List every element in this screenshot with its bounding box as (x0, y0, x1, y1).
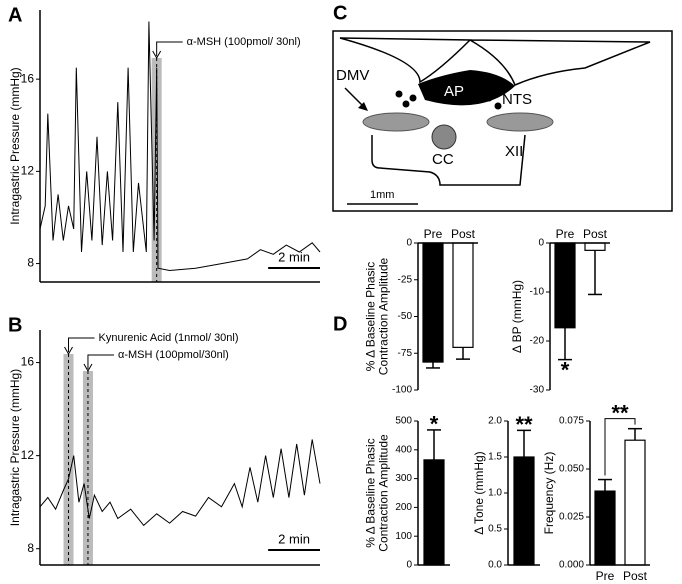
bar (513, 456, 535, 566)
dot (402, 100, 410, 108)
y-tick-label: 0.000 (559, 560, 584, 571)
y-axis-label: Intragastric Pressure (mmHg) (8, 67, 22, 224)
dot (494, 102, 502, 110)
panel-label: B (8, 314, 22, 336)
significance: ** (515, 412, 533, 437)
significance: * (561, 357, 570, 382)
y-tick-label: 1.0 (488, 488, 502, 499)
y-axis-label: Contraction Amplitude (377, 257, 391, 375)
y-tick-label: -75 (398, 348, 413, 359)
label: XII (505, 143, 523, 160)
significance: * (430, 412, 439, 437)
panel-label: C (333, 2, 347, 24)
central-canal (431, 124, 457, 150)
y-axis-label: Δ Tone (mmHg) (472, 451, 486, 534)
y-axis-label: % Δ Baseline Phasic (364, 262, 378, 371)
label: CC (432, 151, 454, 168)
bar (422, 242, 444, 363)
bar (624, 439, 646, 566)
y-tick-label: -10 (530, 287, 545, 298)
arrowhead (83, 363, 93, 373)
y-tick-label: 2.0 (488, 416, 502, 427)
y-tick-label: 0.050 (559, 464, 584, 475)
dot (409, 94, 417, 102)
y-tick-label: -20 (530, 336, 545, 347)
y-tick-label: 0.5 (488, 524, 502, 535)
y-tick-label: 0.075 (559, 416, 584, 427)
y-tick-label: 12 (21, 448, 35, 462)
bar (423, 459, 445, 566)
label: AP (444, 83, 464, 100)
arrow (156, 41, 183, 56)
y-tick-label: 0 (406, 238, 412, 249)
x-tick-label: Pre (556, 227, 575, 241)
y-tick-label: -30 (530, 385, 545, 396)
x-tick-label: Post (451, 227, 476, 241)
y-axis-label: Δ BP (mmHg) (510, 280, 524, 353)
y-tick-label: 200 (395, 502, 412, 513)
significance: ** (611, 400, 629, 425)
y-tick-label: 100 (395, 531, 412, 542)
dmv-nucleus (362, 112, 430, 132)
annotation: α-MSH (100pmol/ 30nl) (187, 36, 301, 48)
bar (554, 242, 576, 329)
y-axis-label: Contraction Amplitude (377, 434, 391, 552)
arrow (68, 337, 95, 352)
y-axis-label: % Δ Baseline Phasic (364, 438, 378, 547)
y-tick-label: -25 (398, 274, 413, 285)
trace (39, 439, 321, 527)
dot (395, 90, 403, 98)
arrowhead (64, 346, 73, 356)
area-postrema (418, 70, 515, 106)
scale-label: 2 min (278, 249, 310, 264)
dot (485, 94, 493, 102)
bar (594, 490, 616, 566)
arrowhead (152, 50, 162, 60)
outline (339, 37, 651, 86)
y-tick-label: 16 (21, 355, 35, 369)
x-tick-label: Post (583, 227, 608, 241)
y-tick-label: 300 (395, 473, 412, 484)
bar (584, 242, 606, 251)
panel-label: D (333, 313, 347, 335)
y-axis-label: Intragastric Pressure (mmHg) (8, 369, 22, 526)
comparison-bracket (604, 418, 636, 476)
y-tick-label: 1.5 (488, 452, 502, 463)
scale-label: 1mm (370, 189, 394, 201)
injection-band (151, 58, 162, 282)
y-tick-label: 0.025 (559, 512, 584, 523)
diagram-frame (332, 30, 673, 212)
y-tick-label: 12 (21, 164, 35, 178)
y-axis-label: Frequency (Hz) (542, 452, 556, 535)
x-tick-label: Pre (424, 227, 443, 241)
trace (39, 21, 321, 272)
scale-label: 2 min (278, 531, 310, 546)
arrowhead (358, 102, 368, 111)
outline (371, 134, 526, 186)
y-tick-label: 0 (406, 560, 412, 571)
injection-band (63, 354, 74, 565)
y-tick-label: 0 (538, 238, 544, 249)
arrow (87, 354, 114, 369)
label: NTS (502, 91, 532, 108)
x-tick-label: Pre (596, 569, 615, 583)
y-tick-label: 500 (395, 416, 412, 427)
x-tick-label: Post (623, 569, 648, 583)
y-tick-label: 16 (21, 71, 35, 85)
y-tick-label: 8 (27, 541, 34, 555)
y-tick-label: 0.0 (488, 560, 502, 571)
y-tick-label: -100 (392, 385, 412, 396)
dmv-nucleus (486, 112, 554, 132)
panel-c: C DMV AP NTS CC XII 1mm (332, 2, 673, 212)
panel-label: A (8, 4, 22, 26)
annotation: Kynurenic Acid (1nmol/ 30nl) (99, 332, 239, 344)
bar (452, 242, 474, 348)
annotation: α-MSH (100pmol/30nl) (118, 349, 229, 361)
y-tick-label: -50 (398, 311, 413, 322)
y-tick-label: 8 (27, 256, 34, 270)
y-tick-label: 400 (395, 444, 412, 455)
label: DMV (336, 67, 369, 84)
